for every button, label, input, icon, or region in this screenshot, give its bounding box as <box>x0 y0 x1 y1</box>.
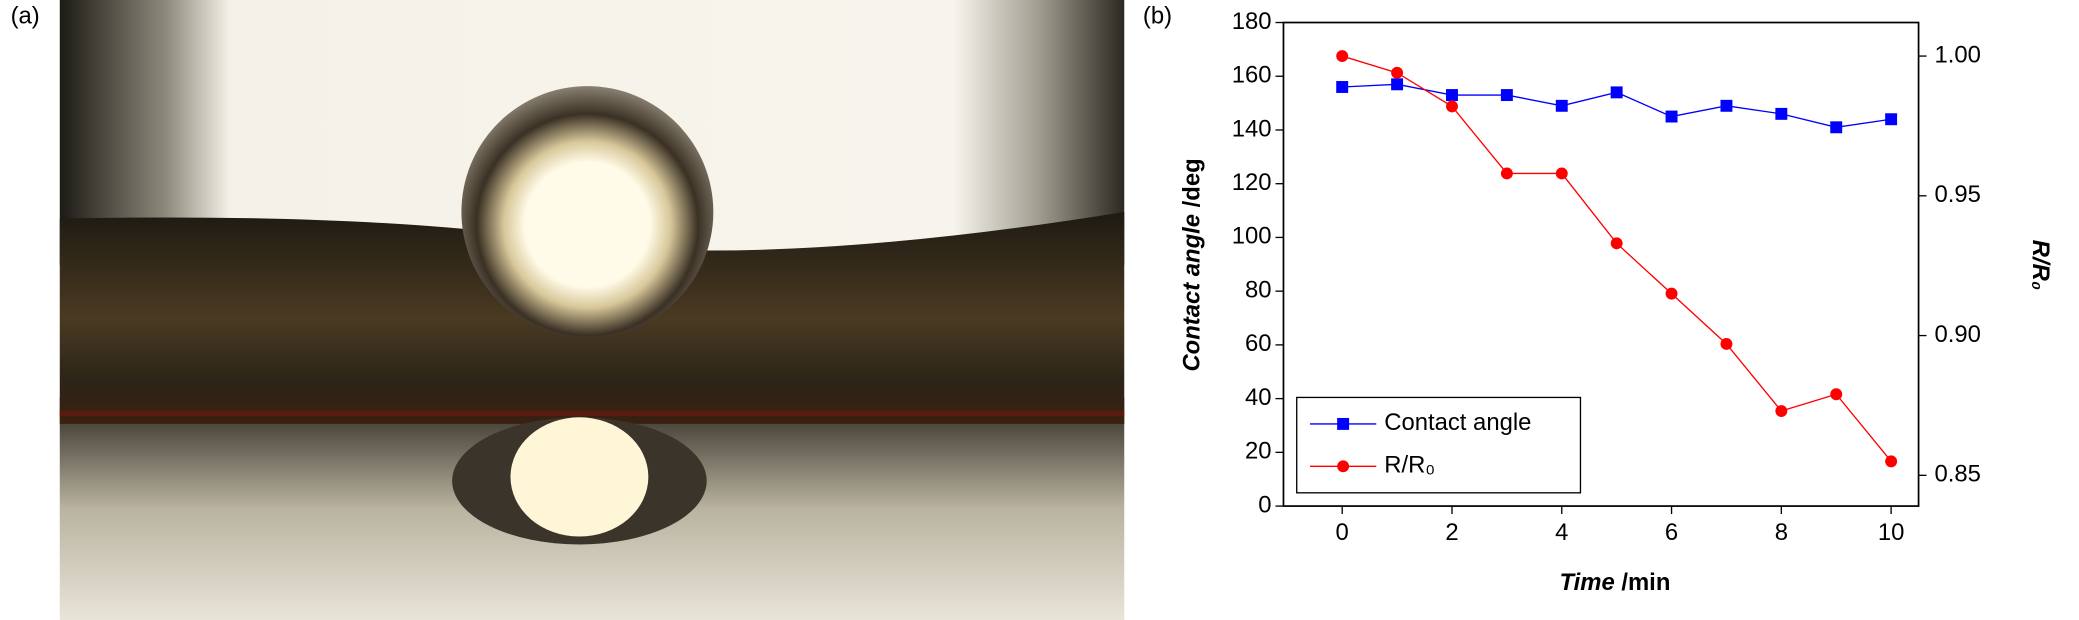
marker <box>1720 99 1733 112</box>
x-tick-label: 2 <box>1445 519 1458 546</box>
legend-label: R/R₀ <box>1384 452 1435 479</box>
y2-tick-label: 0.95 <box>1934 181 1980 208</box>
x-axis-label-part: Time <box>1559 570 1614 597</box>
marker <box>1720 337 1733 350</box>
marker <box>1500 89 1513 102</box>
x-tick-label: 10 <box>1878 519 1905 546</box>
marker <box>1610 86 1623 99</box>
x-tick-label: 4 <box>1555 519 1568 546</box>
marker <box>1336 81 1349 93</box>
marker <box>1885 455 1898 468</box>
y2-axis-label: R/R₀ <box>2027 240 2054 290</box>
y-axis-label: Contact angle /deg <box>1179 158 1206 371</box>
panel-label: (a) <box>11 3 40 30</box>
y-tick-label: 180 <box>1232 8 1272 35</box>
panel-label: (b) <box>1143 3 1172 30</box>
x-tick-label: 0 <box>1336 519 1349 546</box>
y-tick-label: 100 <box>1232 223 1272 250</box>
marker <box>1336 50 1349 63</box>
marker <box>1775 405 1788 417</box>
photo <box>59 0 1125 620</box>
marker <box>1555 99 1568 112</box>
y-tick-label: 0 <box>1258 491 1271 518</box>
marker <box>1775 107 1788 120</box>
y-tick-label: 60 <box>1245 330 1272 357</box>
legend-marker <box>1337 460 1350 473</box>
x-axis-label: Time /min <box>1559 570 1670 597</box>
y2-tick-label: 1.00 <box>1934 41 1980 68</box>
y-axis-label-part: Contact angle <box>1179 214 1206 372</box>
legend-label: Contact angle <box>1384 409 1531 436</box>
marker <box>1665 110 1678 123</box>
marker <box>1885 113 1898 126</box>
y-tick-label: 160 <box>1232 62 1272 89</box>
marker <box>1555 167 1568 180</box>
marker <box>1446 100 1458 113</box>
x-tick-label: 6 <box>1665 519 1678 546</box>
y-tick-label: 20 <box>1245 438 1272 465</box>
legend-marker <box>1337 417 1350 430</box>
marker <box>1830 121 1843 134</box>
legend-box <box>1296 396 1582 494</box>
y-axis-label-part: /deg <box>1179 158 1206 207</box>
y2-tick-label: 0.90 <box>1934 321 1980 348</box>
x-tick-label: 8 <box>1775 519 1788 546</box>
marker <box>1610 237 1623 250</box>
plot-frame <box>1282 21 1920 507</box>
marker <box>1830 388 1843 401</box>
y-tick-label: 120 <box>1232 169 1272 196</box>
y-tick-label: 80 <box>1245 276 1272 303</box>
marker <box>1500 167 1513 180</box>
y2-tick-label: 0.85 <box>1934 461 1980 488</box>
marker <box>1391 66 1404 79</box>
y-tick-label: 40 <box>1245 384 1272 411</box>
marker <box>1391 78 1404 91</box>
marker <box>1665 287 1678 300</box>
y-tick-label: 140 <box>1232 115 1272 142</box>
x-axis-label-part: /min <box>1621 570 1670 597</box>
marker <box>1446 89 1458 102</box>
